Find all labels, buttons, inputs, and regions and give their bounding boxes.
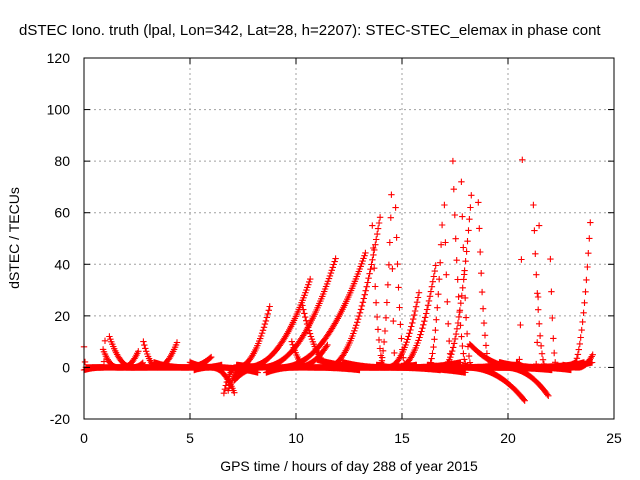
x-tick-label: 0 xyxy=(80,430,88,446)
plot-frame xyxy=(83,57,615,420)
axis-ticks: 0 5 10 15 20 25 -20 0 20 40 60 80 100 120 xyxy=(47,50,622,446)
data-arc xyxy=(496,359,596,371)
y-tick-label: 80 xyxy=(54,153,70,169)
y-axis-label: dSTEC / TECUs xyxy=(6,187,22,289)
y-tick-label: 20 xyxy=(54,308,70,324)
x-tick-label: 25 xyxy=(606,430,622,446)
x-tick-label: 15 xyxy=(394,430,410,446)
data-markers xyxy=(80,156,596,404)
y-tick-label: -20 xyxy=(50,411,70,427)
chart-title: dSTEC Iono. truth (lpal, Lon=342, Lat=28… xyxy=(19,22,601,39)
data-arc xyxy=(335,364,469,376)
y-tick-label: 120 xyxy=(47,50,71,66)
y-tick-label: 60 xyxy=(54,205,70,221)
y-tick-label: 40 xyxy=(54,256,70,272)
y-tick-label: 100 xyxy=(47,102,71,118)
x-tick-label: 20 xyxy=(500,430,516,446)
x-tick-label: 10 xyxy=(288,430,304,446)
data-point-markers xyxy=(335,364,469,376)
data-point-markers xyxy=(496,359,596,371)
y-tick-label: 0 xyxy=(62,359,70,375)
x-tick-label: 5 xyxy=(186,430,194,446)
x-axis-label: GPS time / hours of day 288 of year 2015 xyxy=(220,458,478,474)
